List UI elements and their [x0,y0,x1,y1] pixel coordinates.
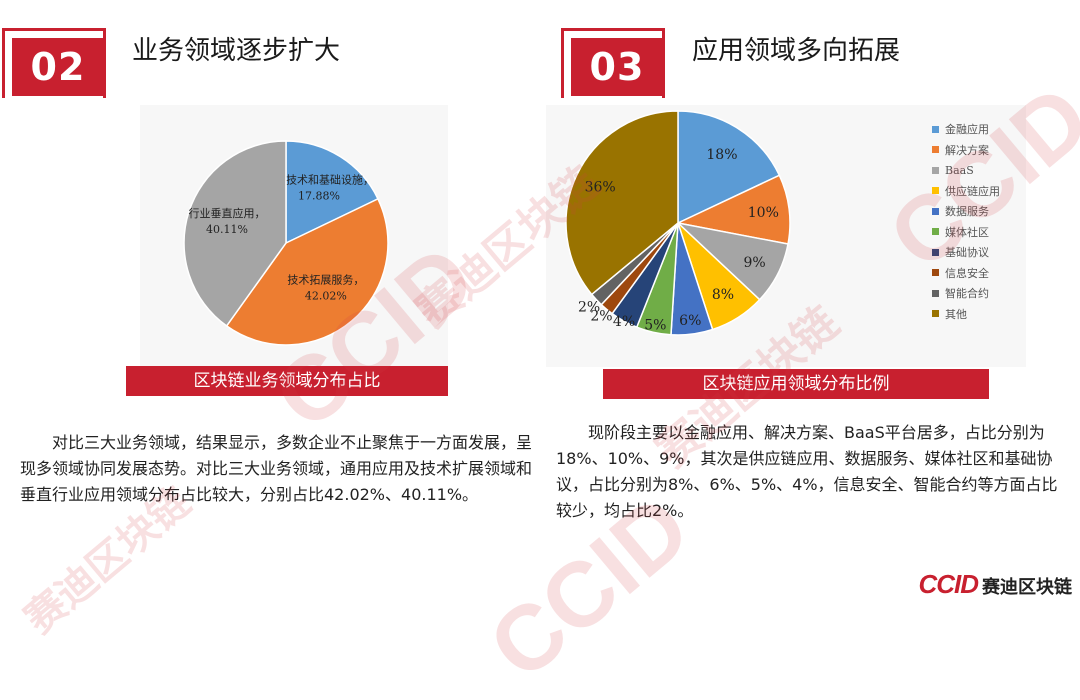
pie-value-label: 6% [679,313,701,329]
legend-label: 解决方案 [945,143,989,157]
legend-item: 基础协议 [932,246,989,260]
pie-value-label: 8% [712,287,734,303]
pie-slice [285,140,379,245]
application-pie-panel: 18% 10% 9% 8% 6% 5% 4% 2% 2% 36% 金融应用 解决方案 BaaS 供应链应… [546,105,1026,367]
pie-value-label: 42.02% [305,289,347,302]
pie-value-label: 36% [585,179,616,195]
pie-value-label: 40.11% [206,223,248,236]
legend-label: 媒体社区 [945,225,989,239]
pie-category-label: 底层技术和基础设施， [264,173,374,187]
legend-item: 其他 [932,308,967,322]
legend-swatch [932,207,939,215]
legend-item: 金融应用 [932,123,989,137]
pie-slice [677,110,781,225]
application-pie-caption: 区块链应用领域分布比例 [603,369,989,399]
pie-value-label: 10% [748,205,779,221]
pie-slice [225,197,389,346]
legend-swatch [932,248,939,256]
legend-swatch [932,289,939,297]
legend-label: 供应链应用 [945,184,1000,198]
pie-value-label: 2% [578,300,600,316]
section-title: 业务领域逐步扩大 [132,36,341,66]
pie-slice [565,110,679,296]
section-title: 应用领域多向拓展 [692,36,901,66]
legend-swatch [932,125,939,133]
pie-slice [183,140,287,327]
legend-label: 金融应用 [945,123,989,136]
ccid-logo: CCID 赛迪区块链 [918,569,1072,600]
legend-swatch [932,166,939,174]
pie-value-label: 4% [613,314,635,330]
pie-value-label: 5% [644,317,666,333]
business-pie-panel: 底层技术和基础设施， 17.88% 技术拓展服务， 42.02% 行业垂直应用， 40.1… [140,105,448,367]
legend-item: 媒体社区 [932,226,989,240]
legend-label: 信息安全 [945,266,989,280]
legend-item: 数据服务 [932,205,989,219]
legend-label: 智能合约 [945,287,989,300]
legend-item: 智能合约 [932,287,989,301]
business-description: 对比三大业务领域，结果显示，多数企业不止聚焦于一方面发展，呈现多领域协同发展态势… [20,433,533,504]
application-pie-legend: 金融应用解决方案 BaaS 供应链应用数据服务媒体社区基础协议信息安全智能合约其他 [932,123,1026,333]
section-number-badge: 02 [2,28,106,98]
pie-value-label: 9% [744,255,766,271]
legend-item: 信息安全 [932,267,989,281]
business-pie-caption: 区块链业务领域分布占比 [126,366,448,396]
legend-label: 其他 [945,307,967,321]
legend-item: 解决方案 [932,144,989,158]
application-pie-chart: 18%10%9%8%6%5%4%2%2%36% [565,110,791,336]
legend-swatch [932,269,939,276]
pie-value-label: 17.88% [298,190,340,203]
legend-label: 数据服务 [945,205,989,218]
logo-name: 赛迪区块链 [982,577,1072,597]
business-pie-chart: 底层技术和基础设施， 17.88% 技术拓展服务， 42.02% 行业垂直应用， 40.1… [183,140,389,346]
legend-swatch [932,187,939,194]
legend-label: 基础协议 [945,246,989,259]
legend-item: BaaS [932,164,974,178]
pie-value-label: 18% [706,147,737,163]
pie-category-label: 行业垂直应用， [188,206,265,220]
application-description: 现阶段主要以金融应用、解决方案、BaaS平台居多，占比分别为18%、10%、9%… [556,423,1058,520]
legend-swatch [932,228,939,235]
section-number-badge: 03 [561,28,665,98]
pie-category-label: 技术拓展服务， [287,272,364,286]
legend-item: 供应链应用 [932,185,1000,199]
legend-swatch [932,310,939,317]
logo-brand: CCID [918,569,979,599]
legend-swatch [932,146,939,153]
legend-label: BaaS [945,164,974,177]
pie-value-label: 2% [590,308,612,324]
